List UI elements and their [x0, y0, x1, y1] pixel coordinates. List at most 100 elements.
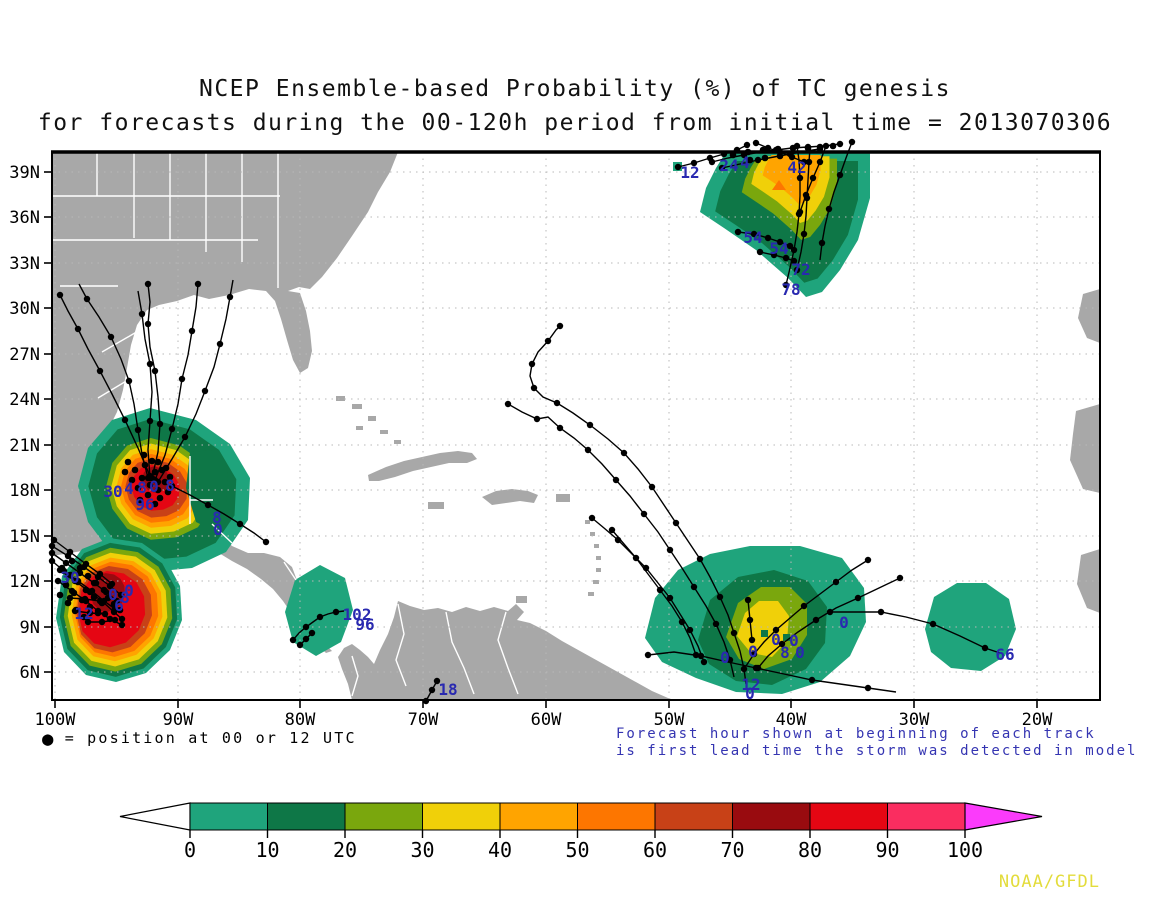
track-hour-label: 102: [343, 605, 372, 624]
border-line: [97, 379, 129, 399]
position-dot-cluster: [92, 579, 100, 587]
forecast-hour-note: Forecast hour shown at beginning of each…: [616, 726, 1137, 760]
position-dot: [262, 538, 270, 546]
position-dot-cluster: [110, 600, 118, 608]
track-hour-label: 0: [771, 630, 781, 649]
position-dot-cluster: [74, 578, 82, 586]
position-dot: [138, 310, 146, 318]
lon-tick-label: 50W: [654, 710, 685, 730]
colorbar-segment: [267, 802, 346, 831]
landmass: [585, 520, 590, 524]
position-dot: [168, 425, 176, 433]
storm-track: [171, 485, 267, 543]
position-dot-cluster: [84, 572, 92, 580]
storm-tracks: [48, 138, 1001, 705]
position-dot: [84, 618, 92, 626]
lat-tick-label: 27N: [9, 345, 40, 365]
position-dot: [808, 676, 816, 684]
position-dot: [544, 337, 552, 345]
lat-tick-label: 15N: [9, 527, 40, 547]
position-dot-cluster: [128, 476, 136, 484]
position-dot: [204, 501, 212, 509]
colorbar-value: 70: [720, 838, 744, 862]
position-dot: [746, 616, 754, 624]
position-dot: [118, 615, 126, 623]
position-dot: [553, 399, 561, 407]
colorbar-value: 40: [488, 838, 512, 862]
position-dot: [854, 594, 862, 602]
position-dot: [96, 570, 104, 578]
colorbar-value: 10: [255, 838, 279, 862]
position-dot-cluster: [156, 494, 164, 502]
track-dot-legend-text: = position at 00 or 12 UTC: [64, 729, 357, 747]
border-line: [351, 655, 359, 697]
position-dot: [56, 291, 64, 299]
position-dot: [556, 424, 564, 432]
colorbar-value: 90: [875, 838, 899, 862]
position-dot: [750, 230, 758, 238]
track-hour-label: 30: [60, 568, 79, 587]
position-dot: [332, 608, 340, 616]
position-dot-cluster: [776, 152, 784, 160]
chart-title-line2: for forecasts during the 00-120h period …: [37, 110, 1113, 136]
position-dot: [790, 246, 798, 254]
position-dot-cluster: [58, 564, 66, 572]
track-hour-label: 4: [740, 153, 750, 172]
track-dot-legend: ● = position at 00 or 12 UTC: [42, 728, 357, 750]
position-dot: [822, 142, 830, 150]
position-dot: [125, 377, 133, 385]
position-dot-cluster: [80, 613, 88, 621]
position-dot: [236, 520, 244, 528]
position-dot-cluster: [68, 557, 76, 565]
position-dot: [588, 514, 596, 522]
position-dot: [74, 325, 82, 333]
position-dot: [121, 416, 129, 424]
position-dot-cluster: [154, 486, 162, 494]
position-dot-cluster: [121, 468, 129, 476]
position-dot: [201, 387, 209, 395]
lat-tick-label: 24N: [9, 390, 40, 410]
landmass: [380, 430, 388, 434]
position-dot-cluster: [82, 586, 90, 594]
position-dot: [836, 140, 844, 148]
border-line: [497, 611, 519, 695]
position-dot: [586, 421, 594, 429]
lat-tick-label: 39N: [9, 163, 40, 183]
axes: 39N 36N 33N 30N 27N 24N 21N 18N 15N 12N 9N 6N 100W 90…: [9, 163, 1053, 730]
position-dot: [772, 626, 780, 634]
lon-tick-label: 60W: [531, 710, 562, 730]
position-dot: [608, 526, 616, 534]
lat-tick-label: 33N: [9, 254, 40, 274]
position-dot: [612, 476, 620, 484]
position-dot: [194, 280, 202, 288]
position-dot: [816, 158, 824, 166]
landmass: [593, 580, 599, 584]
position-dot: [86, 609, 94, 617]
colorbar-value: 80: [798, 838, 822, 862]
landmass: [356, 426, 363, 430]
political-borders: [52, 152, 519, 697]
position-dot: [864, 556, 872, 564]
lon-tick-label: 20W: [1022, 710, 1053, 730]
position-dot: [648, 483, 656, 491]
position-dot: [146, 360, 154, 368]
position-dot: [640, 510, 648, 518]
track-hour-label: 66: [995, 645, 1014, 664]
position-dot: [178, 375, 186, 383]
border-line: [395, 603, 407, 687]
position-dot: [154, 478, 162, 486]
position-dot: [296, 641, 304, 649]
colorbar-segment: [577, 802, 656, 831]
storm-track: [507, 403, 735, 678]
position-dot: [743, 141, 751, 149]
position-dot-cluster: [64, 599, 72, 607]
position-dot: [800, 602, 808, 610]
position-dot-cluster: [56, 591, 64, 599]
landmass: [428, 502, 444, 509]
position-dot: [54, 577, 62, 585]
position-dot: [678, 618, 686, 626]
storm-track: [759, 251, 795, 262]
position-dot: [111, 616, 119, 624]
position-dot: [181, 433, 189, 441]
